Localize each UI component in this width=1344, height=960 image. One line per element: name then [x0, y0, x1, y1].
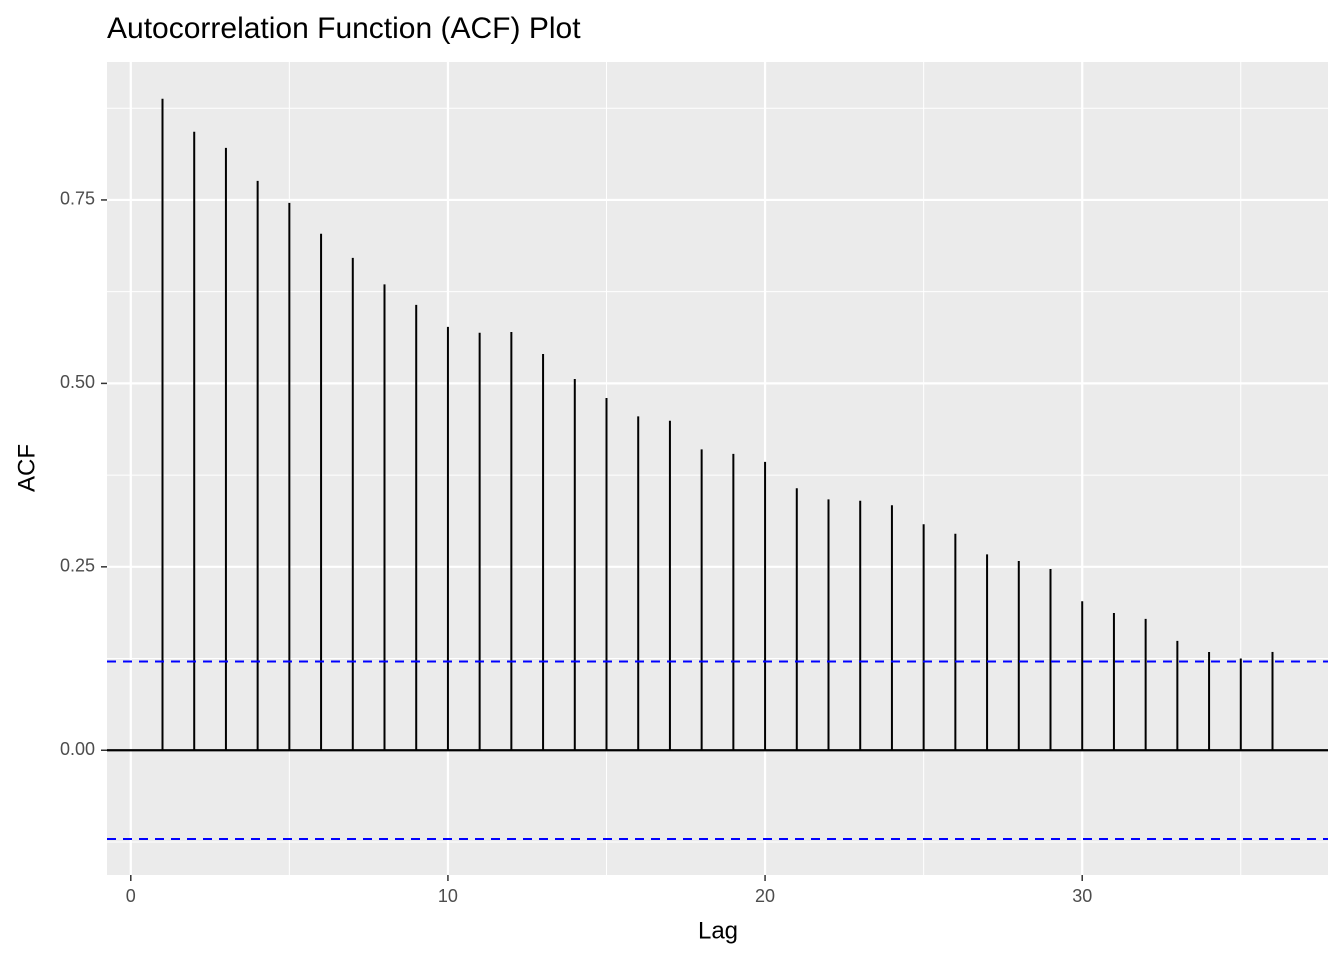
- x-axis-label: Lag: [698, 917, 738, 944]
- x-tick-label: 20: [755, 886, 775, 906]
- y-tick-label: 0.75: [60, 189, 95, 209]
- plot-panel: [107, 62, 1328, 875]
- y-axis-label: ACF: [13, 444, 40, 492]
- y-tick-label: 0.50: [60, 372, 95, 392]
- y-tick-label: 0.00: [60, 739, 95, 759]
- x-tick-label: 0: [126, 886, 136, 906]
- chart-title: Autocorrelation Function (ACF) Plot: [107, 12, 581, 45]
- x-tick-label: 30: [1072, 886, 1092, 906]
- y-tick-label: 0.25: [60, 556, 95, 576]
- x-tick-label: 10: [438, 886, 458, 906]
